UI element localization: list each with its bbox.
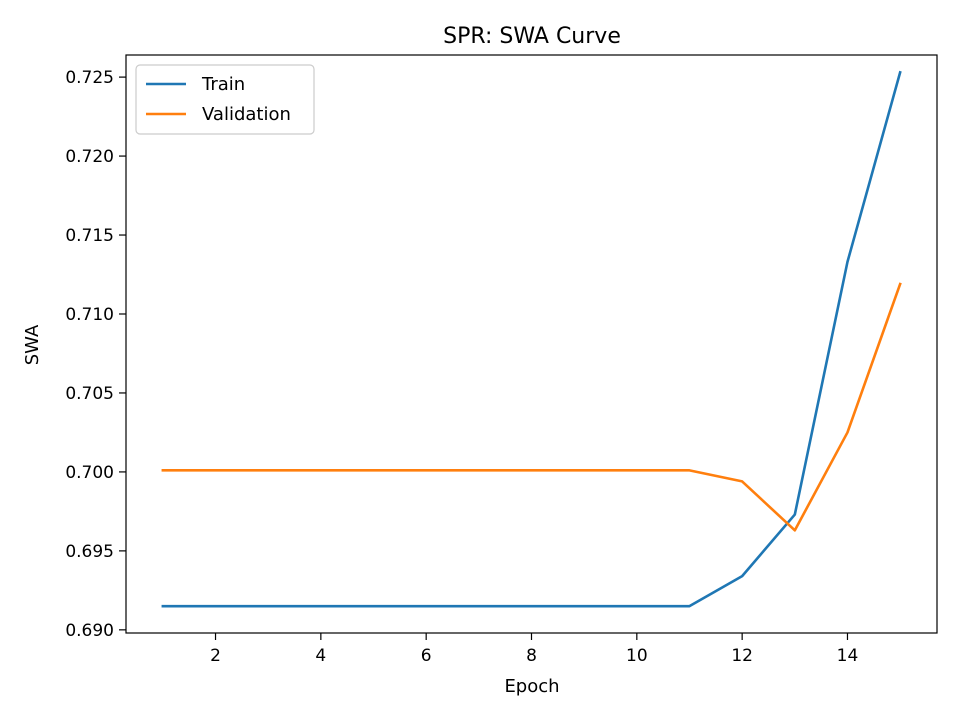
legend-label-validation: Validation — [202, 104, 291, 125]
y-axis-label: SWA — [22, 324, 43, 365]
x-tick-label: 4 — [315, 646, 326, 666]
y-tick-label: 0.690 — [65, 621, 114, 641]
x-axis-label: Epoch — [504, 676, 559, 697]
legend: Train Validation — [135, 64, 315, 135]
series-line-validation — [161, 282, 902, 532]
y-tick-label: 0.695 — [65, 542, 114, 562]
x-tick-label: 6 — [421, 646, 432, 666]
plot-area-frame — [125, 54, 938, 634]
y-tick-label: 0.710 — [65, 305, 114, 325]
x-tick-label: 14 — [837, 646, 859, 666]
series-line-train — [161, 70, 902, 608]
x-tick-label: 12 — [731, 646, 753, 666]
y-tick-label: 0.715 — [65, 226, 114, 246]
legend-box — [135, 64, 315, 135]
x-axis-ticks: 2 4 6 8 10 12 14 — [210, 633, 858, 666]
legend-items: Train Validation — [146, 74, 291, 125]
y-tick-label: 0.725 — [65, 68, 114, 88]
y-axis-ticks: 0.690 0.695 0.700 0.705 0.710 0.715 0.720 0.725 — [65, 68, 126, 641]
y-tick-label: 0.700 — [65, 463, 114, 483]
x-tick-label: 2 — [210, 646, 221, 666]
chart-title: SPR: SWA Curve — [443, 24, 621, 49]
x-tick-label: 8 — [526, 646, 537, 666]
series-layer — [161, 70, 902, 608]
legend-label-train: Train — [201, 74, 245, 95]
x-tick-label: 10 — [626, 646, 648, 666]
y-tick-label: 0.705 — [65, 384, 114, 404]
y-tick-label: 0.720 — [65, 147, 114, 167]
